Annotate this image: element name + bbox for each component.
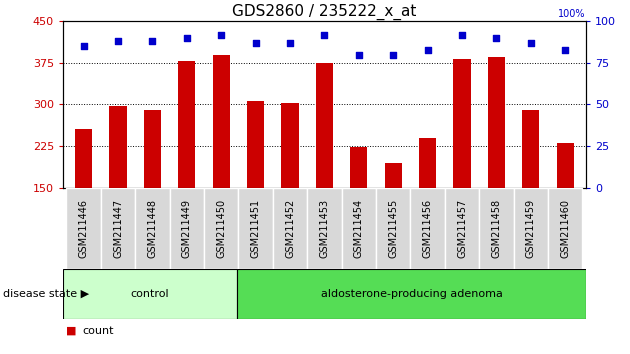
Point <box>388 52 398 57</box>
Bar <box>204 188 238 269</box>
Bar <box>101 188 135 269</box>
Point <box>251 40 261 46</box>
Bar <box>307 188 341 269</box>
Bar <box>63 269 238 319</box>
Bar <box>411 188 445 269</box>
Bar <box>178 61 195 188</box>
Bar <box>445 188 479 269</box>
Bar <box>350 147 367 188</box>
Bar <box>548 188 583 269</box>
Text: GSM211458: GSM211458 <box>491 199 501 258</box>
Point <box>457 32 467 38</box>
Text: GSM211453: GSM211453 <box>319 199 329 258</box>
Bar <box>385 163 402 188</box>
Bar <box>213 55 230 188</box>
Bar <box>238 269 586 319</box>
Bar <box>488 57 505 188</box>
Text: aldosterone-producing adenoma: aldosterone-producing adenoma <box>321 289 503 299</box>
Point <box>113 38 123 44</box>
Point <box>560 47 570 52</box>
Bar <box>454 59 471 188</box>
Point <box>216 32 226 38</box>
Bar <box>282 103 299 188</box>
Bar <box>238 188 273 269</box>
Bar <box>169 188 204 269</box>
Text: GSM211448: GSM211448 <box>147 199 158 258</box>
Text: GSM211446: GSM211446 <box>79 199 89 258</box>
Text: GSM211457: GSM211457 <box>457 199 467 258</box>
Point <box>423 47 433 52</box>
Bar <box>75 130 92 188</box>
Bar <box>247 101 264 188</box>
Text: GSM211455: GSM211455 <box>388 199 398 258</box>
Text: GSM211450: GSM211450 <box>216 199 226 258</box>
Bar <box>110 105 127 188</box>
Text: GSM211447: GSM211447 <box>113 199 123 258</box>
Point <box>354 52 364 57</box>
Point <box>319 32 329 38</box>
Point <box>79 44 89 49</box>
Bar <box>479 188 513 269</box>
Bar <box>144 110 161 188</box>
Point <box>182 35 192 41</box>
Point <box>147 38 158 44</box>
Bar <box>135 188 169 269</box>
Title: GDS2860 / 235222_x_at: GDS2860 / 235222_x_at <box>232 4 416 20</box>
Bar <box>376 188 411 269</box>
Point <box>285 40 295 46</box>
Text: control: control <box>131 289 169 299</box>
Text: GSM211451: GSM211451 <box>251 199 261 258</box>
Bar <box>316 63 333 188</box>
Text: GSM211456: GSM211456 <box>423 199 433 258</box>
Text: count: count <box>82 326 113 336</box>
Bar <box>273 188 307 269</box>
Text: GSM211454: GSM211454 <box>354 199 364 258</box>
Bar <box>513 188 548 269</box>
Text: ■: ■ <box>66 326 77 336</box>
Text: GSM211449: GSM211449 <box>182 199 192 258</box>
Bar <box>522 110 539 188</box>
Text: GSM211452: GSM211452 <box>285 199 295 258</box>
Bar <box>419 138 436 188</box>
Text: disease state ▶: disease state ▶ <box>3 289 89 299</box>
Text: 100%: 100% <box>558 9 586 19</box>
Text: GSM211459: GSM211459 <box>526 199 536 258</box>
Bar <box>341 188 376 269</box>
Bar <box>66 188 101 269</box>
Point <box>491 35 501 41</box>
Point <box>526 40 536 46</box>
Text: GSM211460: GSM211460 <box>560 199 570 258</box>
Bar <box>557 143 574 188</box>
